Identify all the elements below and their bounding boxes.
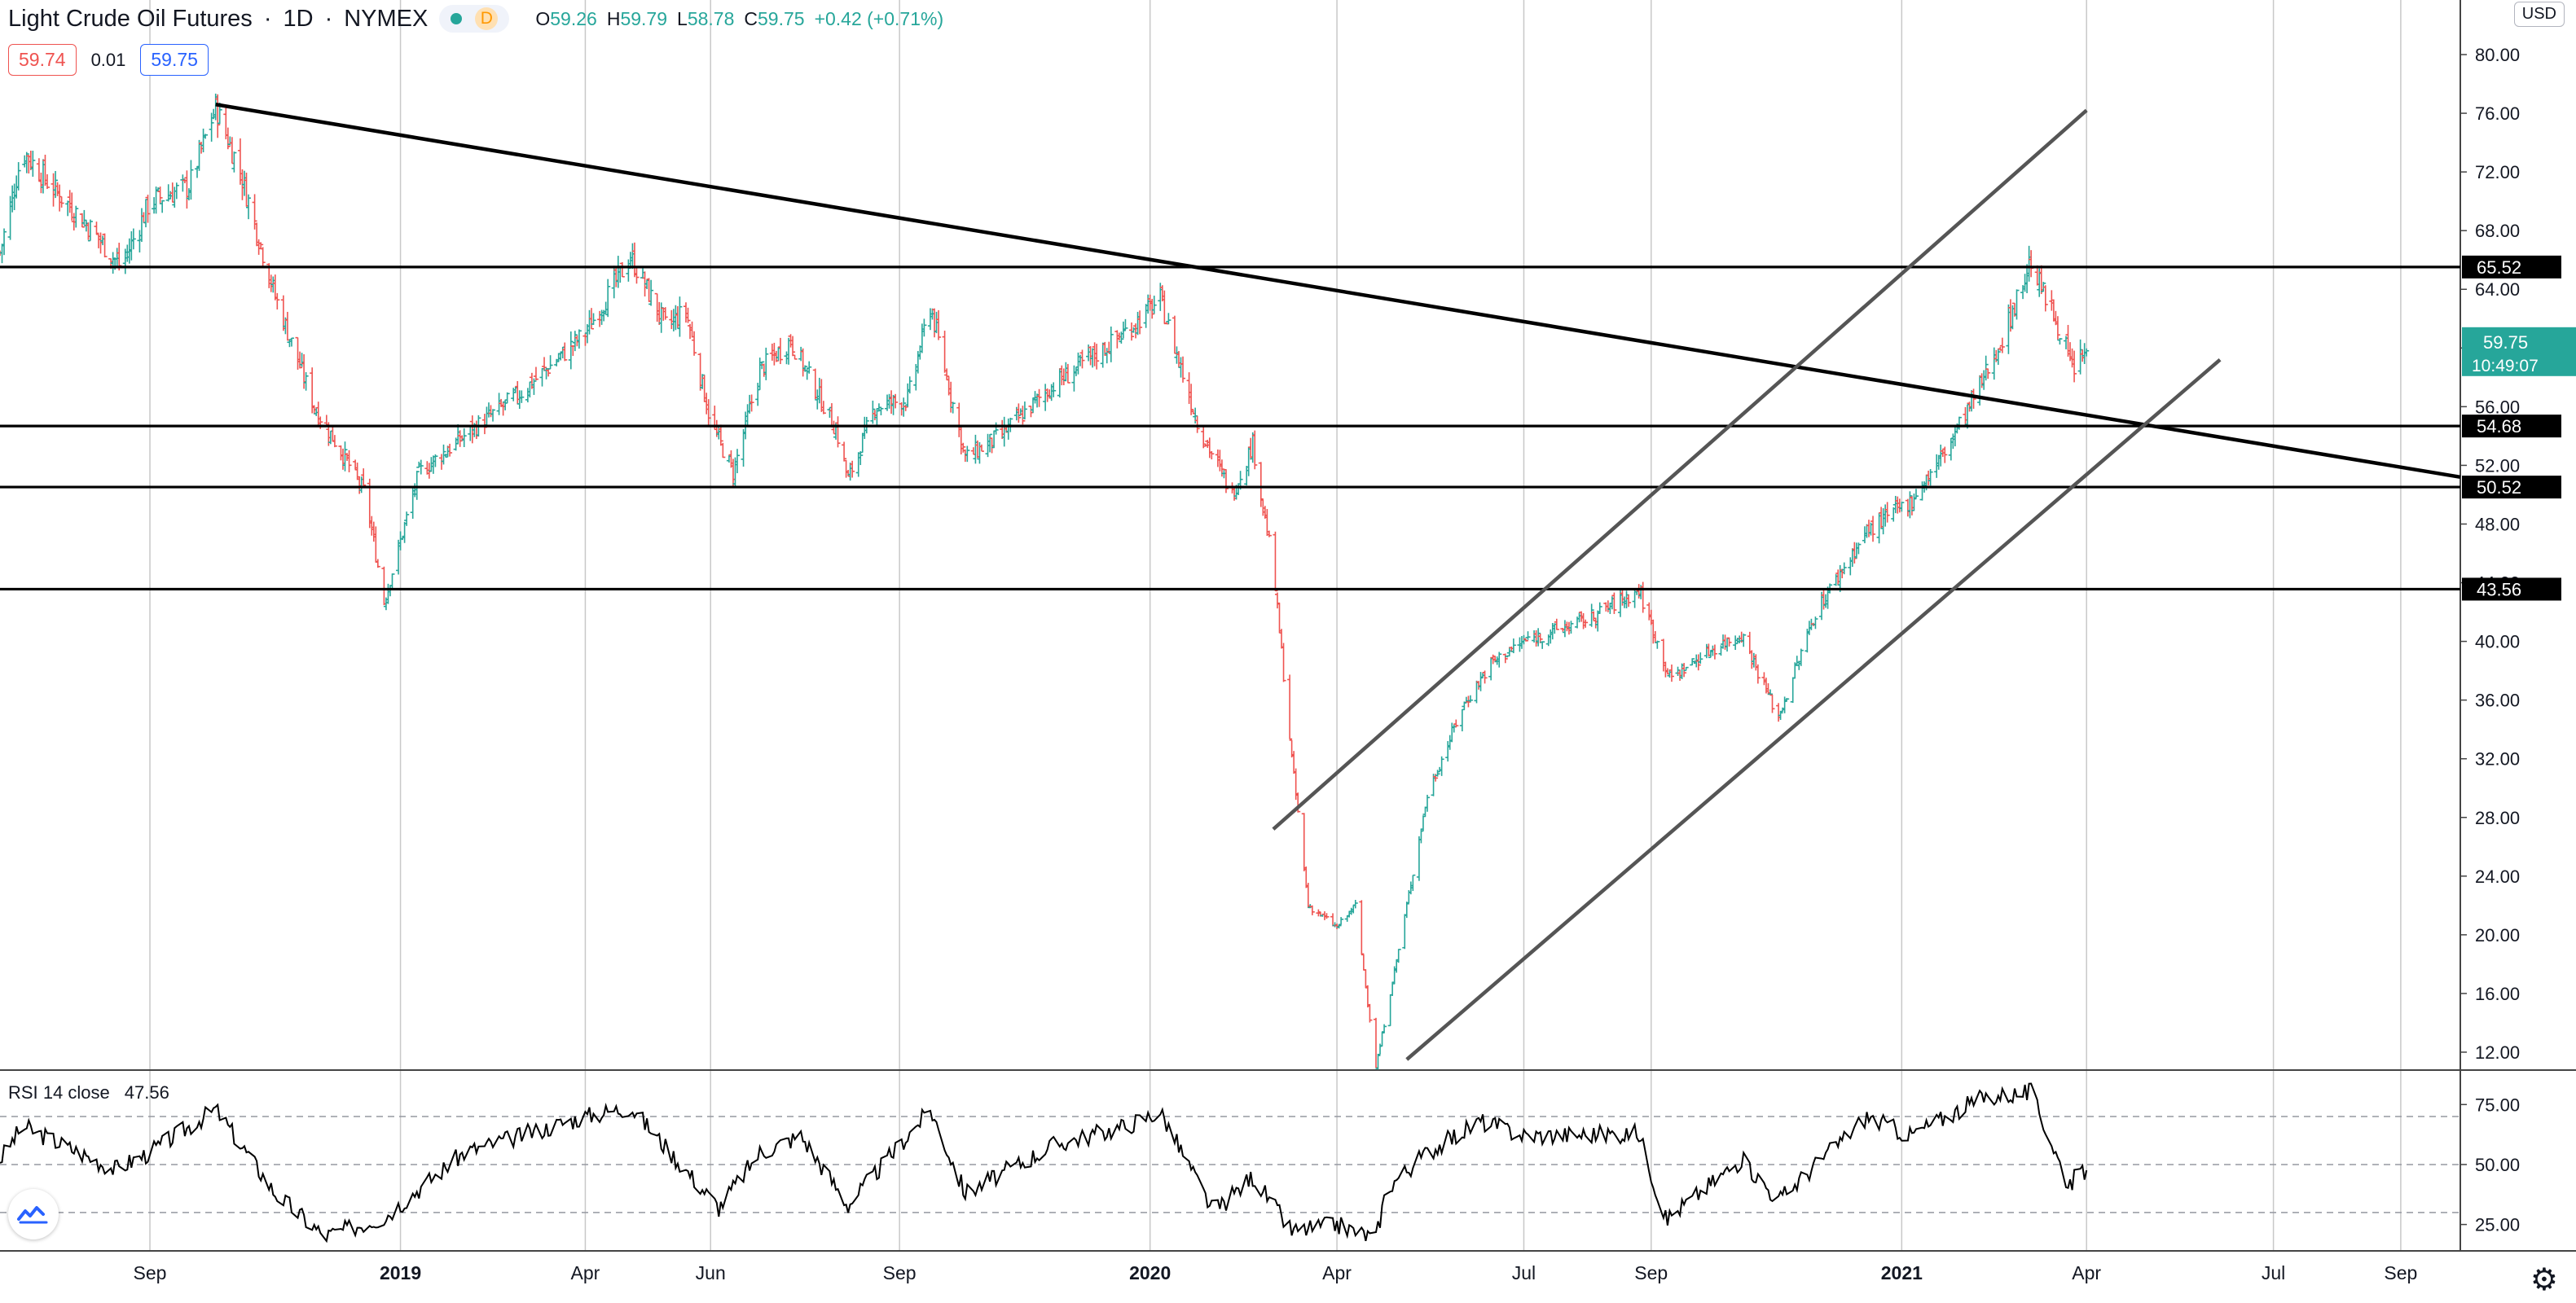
- gear-icon[interactable]: ⚙: [2530, 1263, 2558, 1297]
- currency-button[interactable]: USD: [2513, 2, 2565, 27]
- high-value: 59.79: [620, 7, 668, 29]
- rsi-axis-label: 25.00: [2475, 1215, 2520, 1235]
- ohlc-bars: [0, 93, 2090, 1070]
- exchange-label: NYMEX: [344, 5, 429, 32]
- close-value: 59.75: [758, 7, 805, 29]
- spread-value: 0.01: [90, 49, 126, 70]
- open-value: 59.26: [550, 7, 597, 29]
- price-axis-label: 36.00: [2475, 691, 2520, 711]
- level-label: 54.68: [2477, 416, 2521, 437]
- ohlc-values: O59.26 H59.79 L58.78 C59.75 +0.42 (+0.71…: [535, 7, 944, 29]
- price-axis-label: 28.00: [2475, 808, 2520, 828]
- low-value: 58.78: [687, 7, 735, 29]
- time-axis-label: Apr: [571, 1262, 600, 1283]
- time-axis-label: Jul: [1512, 1262, 1536, 1283]
- price-axis-label: 12.00: [2475, 1042, 2520, 1063]
- time-axis-label: Apr: [1322, 1262, 1352, 1283]
- price-axis-label: 32.00: [2475, 749, 2520, 770]
- level-label-box: [2462, 255, 2561, 279]
- time-axis-label: Jul: [2262, 1262, 2285, 1283]
- bid-price-button[interactable]: 59.74: [8, 44, 77, 76]
- rsi-axis-label: 50.00: [2475, 1155, 2520, 1175]
- interval-label[interactable]: 1D: [283, 5, 314, 32]
- market-open-icon: [451, 13, 463, 24]
- level-label: 65.52: [2477, 257, 2521, 278]
- price-axis-label: 52.00: [2475, 455, 2520, 476]
- rsi-line: [0, 1082, 2088, 1244]
- time-axis-label: Sep: [134, 1262, 167, 1283]
- level-label-box: [2462, 577, 2561, 601]
- symbol-title[interactable]: Light Crude Oil Futures: [8, 5, 253, 32]
- price-axis-label: 68.00: [2475, 221, 2520, 241]
- level-label: 43.56: [2477, 579, 2521, 599]
- time-axis-label: Sep: [2384, 1262, 2417, 1283]
- price-axis-label: 56.00: [2475, 397, 2520, 417]
- price-axis-label: 72.00: [2475, 162, 2520, 182]
- market-status-pill[interactable]: D: [439, 5, 510, 33]
- price-axis-label: 24.00: [2475, 866, 2520, 887]
- interval-badge: D: [475, 7, 499, 30]
- level-label-box: [2462, 415, 2561, 438]
- rsi-name: RSI: [8, 1082, 38, 1103]
- rsi-axis-label: 75.00: [2475, 1095, 2520, 1115]
- price-axis-label: 64.00: [2475, 279, 2520, 300]
- last-price-box: [2462, 327, 2576, 376]
- resistance-trendline[interactable]: [215, 103, 2461, 480]
- rsi-length: 14: [42, 1082, 64, 1103]
- price-axis-label: 80.00: [2475, 45, 2520, 65]
- price-axis-label: 76.00: [2475, 103, 2520, 124]
- price-axis-label: 40.00: [2475, 632, 2520, 652]
- price-axis-label: 20.00: [2475, 925, 2520, 945]
- price-axis-label: 16.00: [2475, 984, 2520, 1004]
- countdown-label: 10:49:07: [2472, 357, 2539, 375]
- change-value: +0.42 (+0.71%): [814, 7, 944, 29]
- rsi-header: RSI 14 close 47.56: [8, 1082, 169, 1103]
- time-axis-label: Apr: [2072, 1262, 2101, 1283]
- chart-header: Light Crude Oil Futures · 1D · NYMEX D O…: [8, 5, 944, 33]
- price-axis-label: 48.00: [2475, 514, 2520, 534]
- rsi-source: close: [68, 1082, 110, 1103]
- channel-trendline[interactable]: [1272, 108, 2088, 831]
- tradingview-logo-icon[interactable]: [8, 1189, 59, 1239]
- time-axis-label: Sep: [1634, 1262, 1668, 1283]
- channel-trendline[interactable]: [1405, 358, 2222, 1061]
- time-axis-label: 2021: [1881, 1262, 1923, 1283]
- time-axis-label: Sep: [883, 1262, 917, 1283]
- ask-price-button[interactable]: 59.75: [140, 44, 209, 76]
- rsi-value: 47.56: [124, 1082, 169, 1103]
- time-axis-label: 2020: [1129, 1262, 1171, 1283]
- level-label: 50.52: [2477, 477, 2521, 498]
- time-axis-label: 2019: [380, 1262, 421, 1283]
- time-axis-label: Jun: [696, 1262, 726, 1283]
- level-label-box: [2462, 476, 2561, 499]
- quote-row: 59.74 0.01 59.75: [8, 44, 209, 76]
- last-price-label: 59.75: [2483, 332, 2528, 353]
